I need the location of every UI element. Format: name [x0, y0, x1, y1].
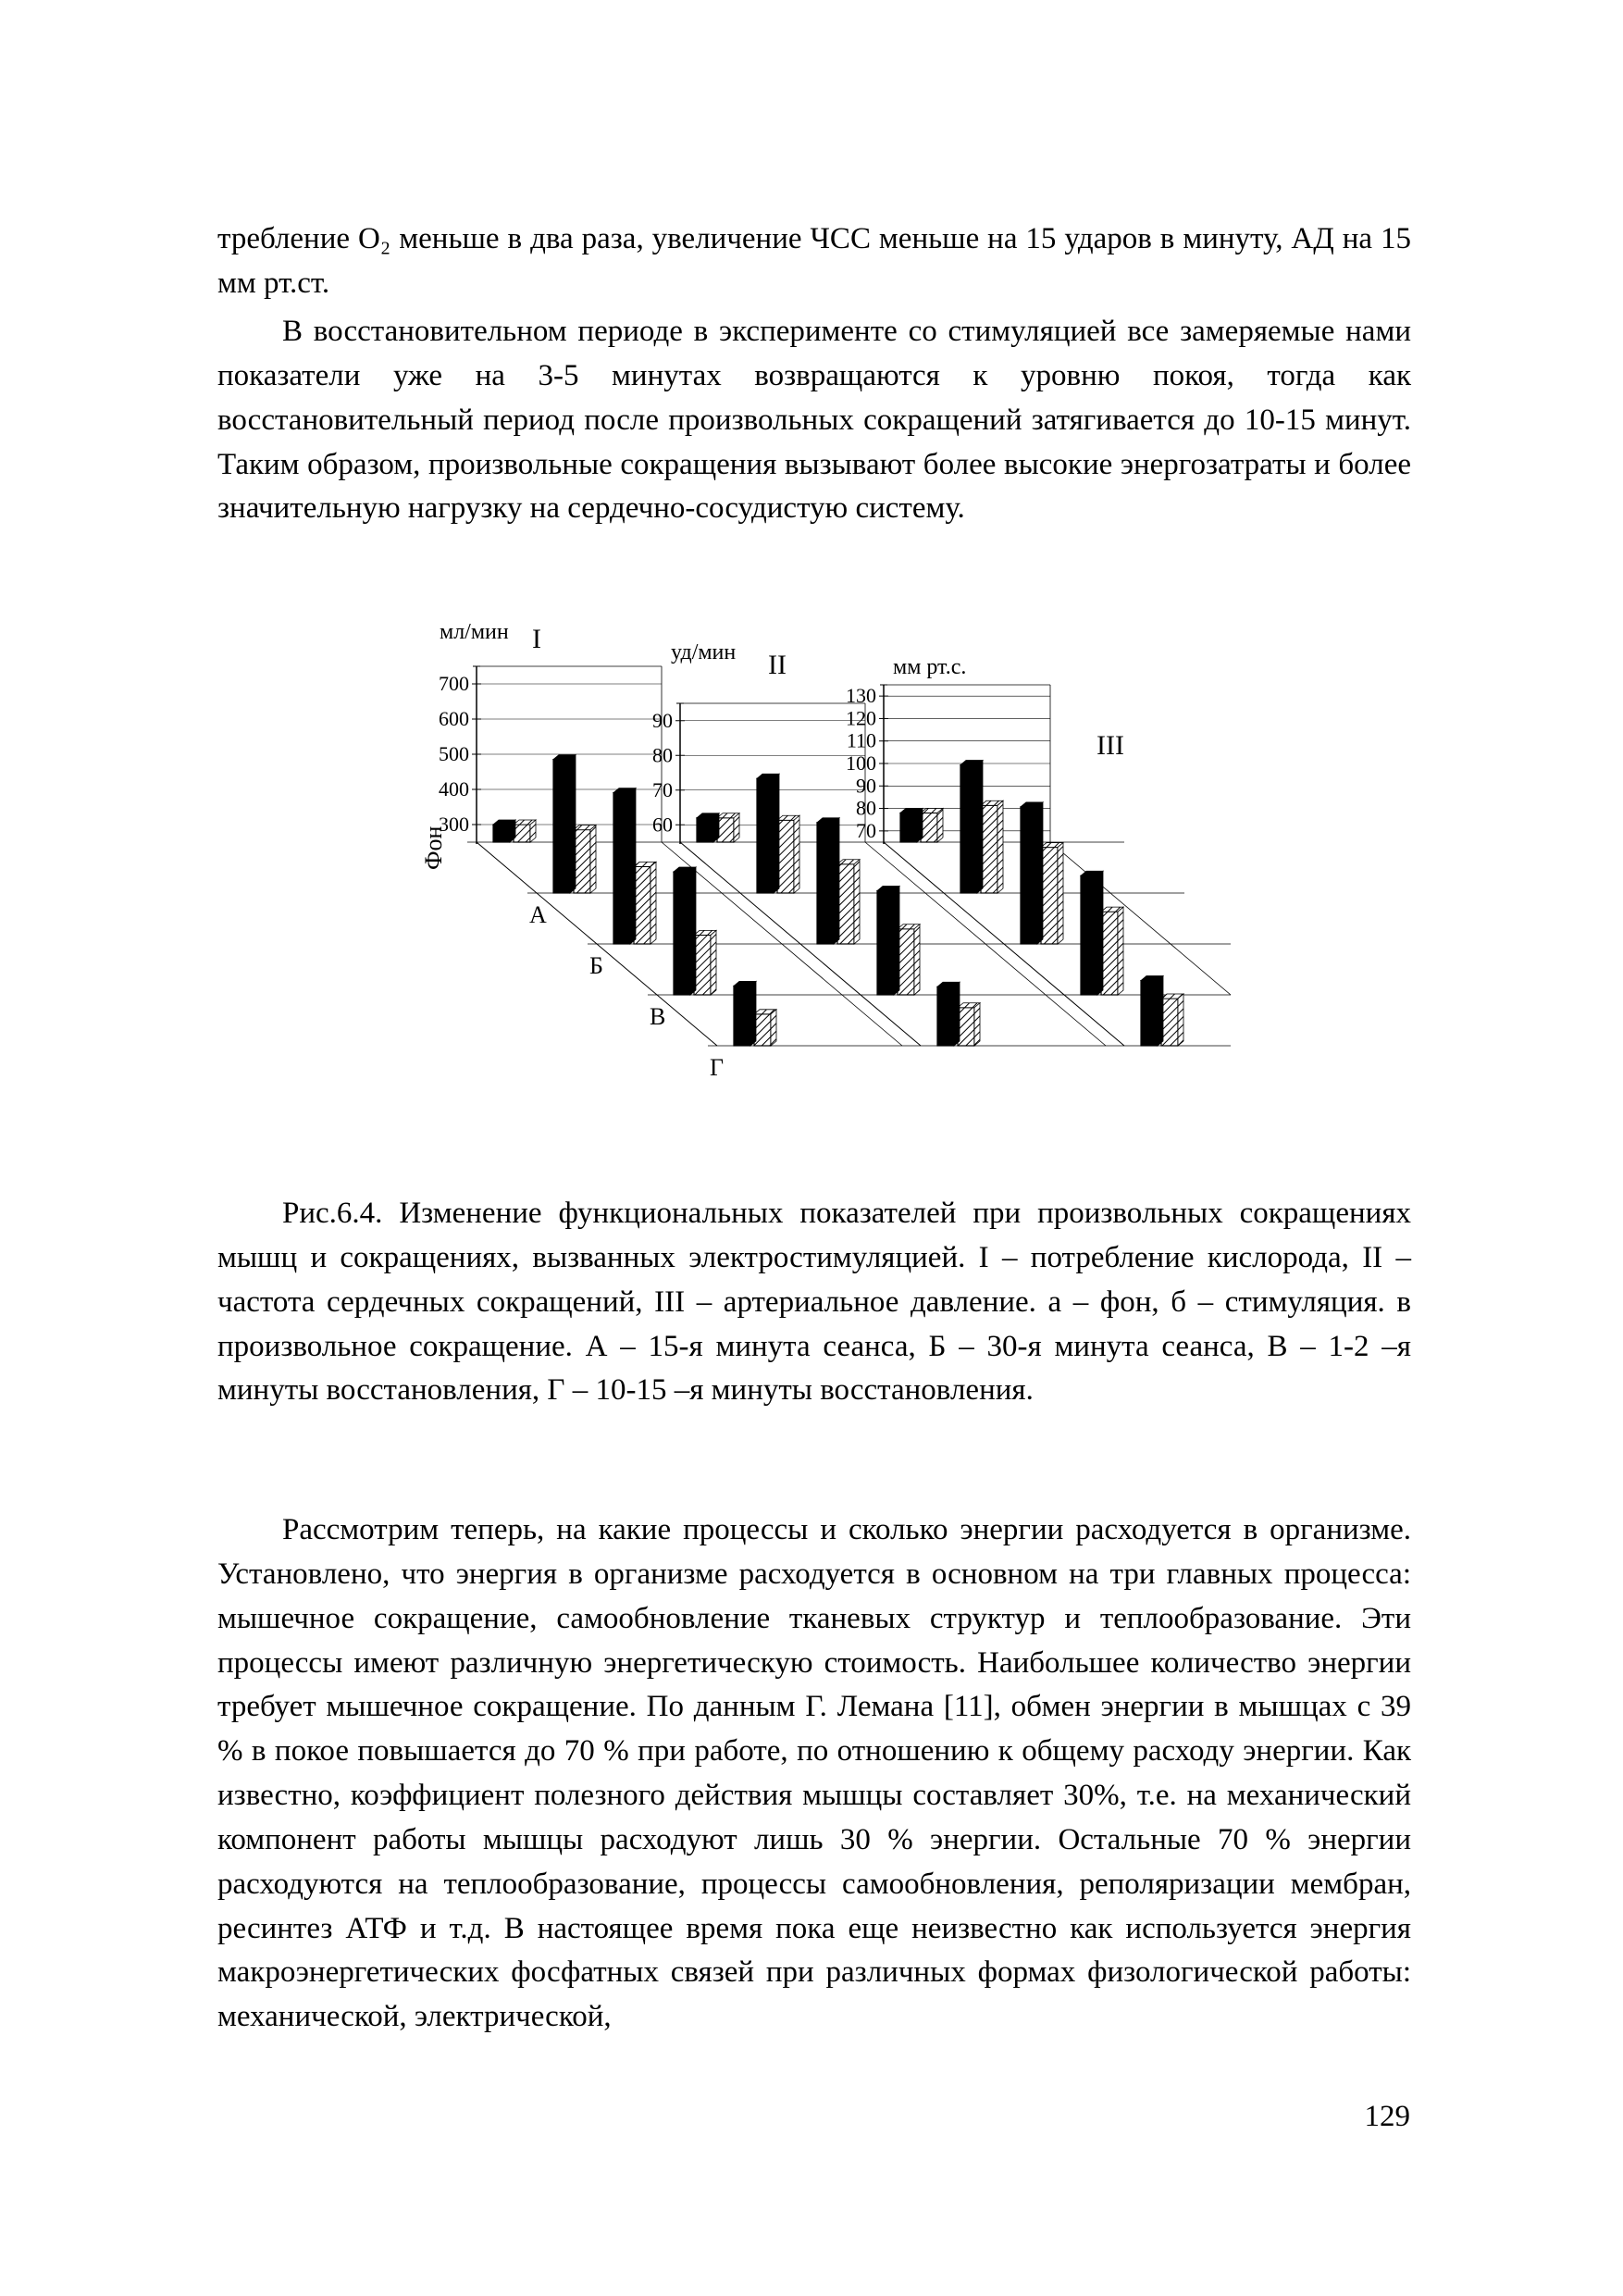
paragraph-3: Рассмотрим теперь, на какие процессы и с… [217, 1508, 1411, 2040]
svg-text:Фон: Фон [420, 825, 447, 870]
svg-text:уд/мин: уд/мин [671, 640, 736, 664]
svg-text:В: В [650, 1003, 665, 1030]
svg-text:110: 110 [847, 729, 876, 752]
svg-text:80: 80 [652, 743, 673, 766]
svg-text:60: 60 [652, 813, 673, 836]
paragraph-2: В восстановительном периоде в эксперимен… [217, 310, 1411, 531]
svg-text:100: 100 [846, 751, 876, 775]
figure-caption: Рис.6.4. Изменение функциональных показа… [217, 1192, 1411, 1413]
paragraph-1: требление O₂ меньше в два раза, увеличен… [217, 217, 1411, 306]
svg-text:II: II [768, 650, 787, 680]
svg-text:I: I [532, 624, 541, 654]
svg-text:А: А [529, 901, 547, 928]
figure-6-4-svg: 3004005006007006070809070809010011012013… [389, 602, 1231, 1120]
svg-text:70: 70 [856, 819, 876, 842]
svg-text:600: 600 [439, 707, 469, 730]
svg-text:120: 120 [846, 706, 876, 729]
svg-text:700: 700 [439, 672, 469, 695]
svg-text:400: 400 [439, 777, 469, 800]
page-number: 129 [1365, 2100, 1411, 2134]
svg-text:Б: Б [589, 952, 603, 979]
svg-text:70: 70 [652, 778, 673, 801]
svg-text:90: 90 [652, 709, 673, 732]
svg-text:500: 500 [439, 742, 469, 765]
svg-text:Г: Г [710, 1054, 724, 1081]
figure-6-4: 3004005006007006070809070809010011012013… [389, 602, 1231, 1120]
svg-text:III: III [1096, 730, 1124, 761]
page: требление O₂ меньше в два раза, увеличен… [0, 0, 1623, 2296]
svg-text:мл/мин: мл/мин [440, 620, 509, 644]
svg-text:мм рт.с.: мм рт.с. [893, 655, 966, 679]
svg-text:90: 90 [856, 774, 876, 797]
svg-text:80: 80 [856, 797, 876, 820]
